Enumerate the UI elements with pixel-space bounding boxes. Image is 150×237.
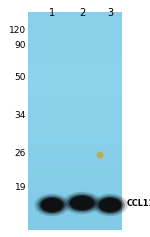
Ellipse shape (34, 194, 70, 216)
Ellipse shape (68, 195, 96, 211)
Bar (28, 12, 122, 230)
Ellipse shape (39, 197, 65, 213)
Text: 26: 26 (15, 149, 26, 158)
Text: 50: 50 (15, 73, 26, 82)
Text: 3: 3 (107, 8, 113, 18)
Ellipse shape (66, 194, 98, 212)
Text: 90: 90 (15, 41, 26, 50)
Text: 34: 34 (15, 110, 26, 119)
Ellipse shape (70, 196, 94, 210)
Ellipse shape (41, 198, 63, 212)
Text: 120: 120 (9, 26, 26, 35)
Circle shape (96, 151, 104, 159)
Ellipse shape (92, 194, 128, 216)
Ellipse shape (63, 192, 101, 214)
Ellipse shape (97, 197, 123, 213)
Text: CCL11: CCL11 (127, 199, 150, 208)
Text: 2: 2 (79, 8, 85, 18)
Text: 1: 1 (49, 8, 55, 18)
Ellipse shape (99, 198, 121, 212)
Text: 19: 19 (15, 183, 26, 192)
Ellipse shape (37, 196, 67, 214)
Ellipse shape (95, 196, 125, 214)
